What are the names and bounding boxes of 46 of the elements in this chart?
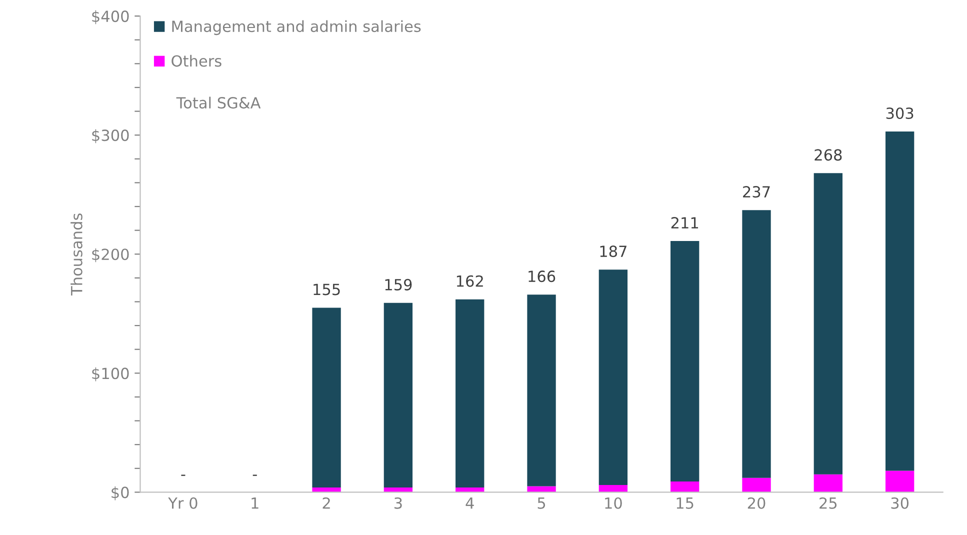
bar	[527, 294, 556, 486]
bar	[885, 132, 914, 471]
x-tick-label: 1	[252, 498, 258, 509]
x-tick-label: 5	[538, 498, 546, 509]
bar	[527, 486, 556, 492]
total-label: 166	[528, 270, 556, 282]
bar	[814, 474, 842, 492]
x-tick-label: 30	[891, 497, 909, 509]
x-tick-label: Yr 0	[168, 497, 198, 509]
y-tick-label: $300	[92, 129, 129, 144]
bar	[670, 481, 700, 492]
total-label: 162	[456, 275, 483, 287]
legend-label: Others	[172, 54, 222, 67]
bar	[742, 210, 771, 478]
x-tick-label: 3	[394, 497, 402, 509]
total-label: 187	[600, 246, 626, 258]
y-tick-label: $200	[92, 248, 129, 262]
total-label: 211	[671, 216, 698, 228]
bar	[456, 299, 484, 488]
bar	[670, 241, 700, 482]
bar	[598, 485, 628, 492]
x-tick-label: 2	[322, 497, 330, 509]
total-label: 303	[886, 107, 914, 120]
bar	[312, 308, 341, 488]
bar	[598, 270, 628, 486]
bar	[885, 470, 914, 492]
x-tick-label: 20	[748, 497, 766, 509]
total-label: 268	[814, 149, 842, 161]
x-tick-label: 10	[605, 497, 622, 509]
y-axis-title: Thousands	[70, 214, 82, 296]
x-tick-label: 25	[820, 497, 837, 509]
annotation: Total SG&A	[176, 96, 261, 109]
bar	[742, 478, 771, 492]
x-tick-label: 15	[676, 498, 694, 509]
y-tick-label: $400	[92, 10, 129, 24]
legend-label: Management and admin salaries	[172, 20, 421, 36]
bar	[384, 302, 413, 488]
y-tick-label: $0	[112, 486, 129, 500]
total-label: 159	[385, 278, 412, 290]
total-label: 237	[743, 186, 770, 198]
total-label: -	[181, 474, 186, 476]
x-tick-label: 4	[466, 498, 474, 509]
y-tick-label: $100	[92, 367, 129, 382]
total-label: -	[252, 474, 257, 476]
bar	[814, 173, 842, 474]
total-label: 155	[314, 284, 340, 296]
